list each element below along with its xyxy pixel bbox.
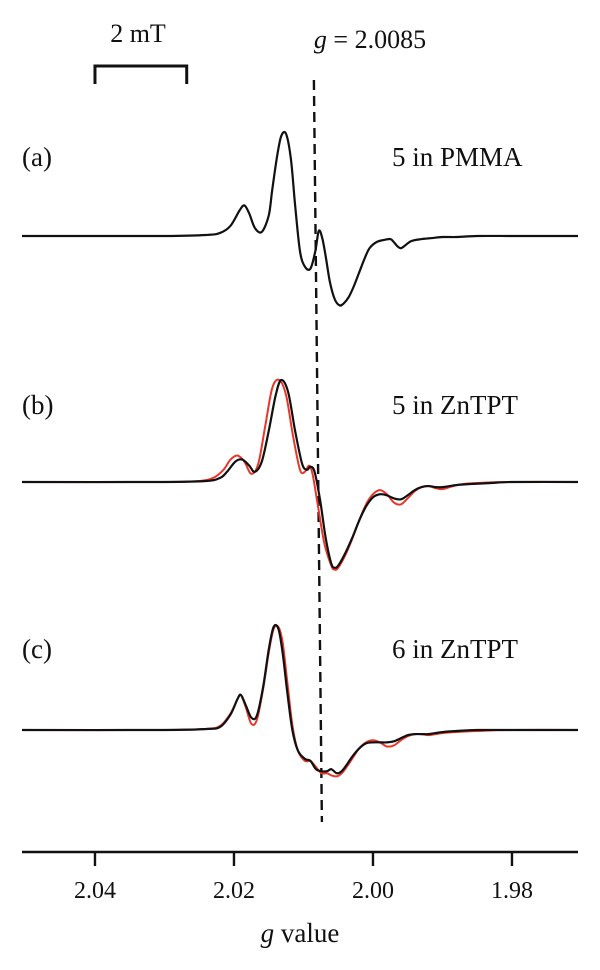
sample-label-b: 5 in ZnTPT — [392, 390, 519, 420]
panel-b: (b) 5 in ZnTPT — [21, 378, 579, 571]
x-axis-title-text: value — [274, 918, 339, 948]
panel-label-c: (c) — [22, 634, 52, 664]
panel-a-traces — [22, 130, 578, 307]
x-axis-title: g value — [261, 918, 340, 948]
scale-bar: 2 mT — [93, 19, 189, 84]
panel-b-experiment-trace — [21, 378, 579, 569]
panel-c-experiment-trace — [21, 623, 578, 775]
x-tick-label: 2.02 — [213, 878, 255, 904]
panel-b-traces — [21, 378, 579, 571]
reference-g-value: = 2.0085 — [327, 25, 426, 54]
panel-c-traces — [21, 623, 579, 778]
x-axis: 2.04 2.02 2.00 1.98 g value — [22, 850, 578, 948]
reference-dashed-line — [312, 79, 324, 823]
panel-c: (c) 6 in ZnTPT — [21, 623, 579, 778]
x-tick-label: 2.00 — [352, 878, 394, 904]
sample-label-a: 5 in PMMA — [392, 142, 523, 172]
sample-label-c: 6 in ZnTPT — [392, 634, 519, 664]
panel-a: (a) 5 in PMMA — [22, 130, 578, 307]
x-tick-label: 2.04 — [74, 878, 116, 904]
scale-bar-label: 2 mT — [110, 19, 166, 48]
reference-g-symbol: g — [314, 25, 327, 54]
panel-label-b: (b) — [22, 390, 53, 420]
scale-bar-bracket — [93, 64, 189, 84]
panel-a-experiment-trace — [22, 130, 578, 307]
x-axis-ticks: 2.04 2.02 2.00 1.98 — [74, 852, 533, 904]
reference-g-label: g = 2.0085 — [314, 25, 426, 54]
x-axis-title-symbol: g — [261, 918, 275, 948]
panel-label-a: (a) — [22, 142, 52, 172]
x-tick-label: 1.98 — [491, 878, 533, 904]
